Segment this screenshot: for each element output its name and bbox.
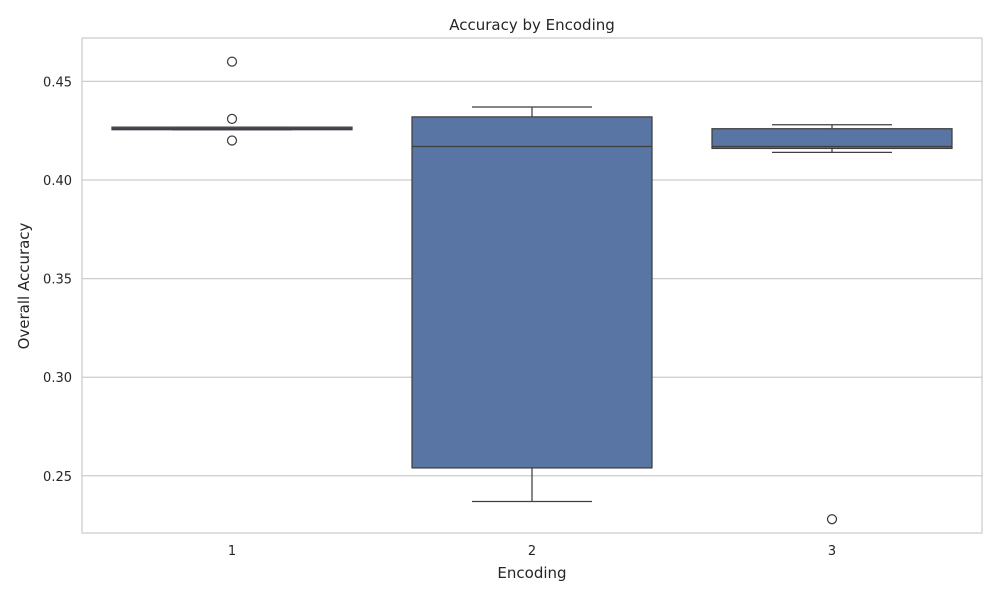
y-tick-label: 0.45 xyxy=(43,75,72,90)
y-axis-label: Overall Accuracy xyxy=(15,222,33,349)
x-tick-label: 3 xyxy=(828,544,836,559)
y-tick-label: 0.30 xyxy=(43,371,72,386)
box xyxy=(411,116,653,469)
x-tick-label: 1 xyxy=(228,544,236,559)
y-axis-ticks: 0.25 0.30 0.35 0.40 0.45 xyxy=(43,75,72,484)
outlier-point xyxy=(226,56,238,67)
outlier-point xyxy=(826,514,838,525)
box-group-3 xyxy=(711,124,953,525)
chart-title: Accuracy by Encoding xyxy=(449,16,615,34)
x-axis-ticks: 1 2 3 xyxy=(228,544,836,559)
y-tick-label: 0.40 xyxy=(43,174,72,189)
y-tick-label: 0.25 xyxy=(43,470,72,485)
outlier-point xyxy=(226,135,238,146)
plot-frame xyxy=(81,37,983,534)
box-series xyxy=(111,56,953,525)
box-group-1 xyxy=(111,56,353,146)
y-tick-label: 0.35 xyxy=(43,273,72,288)
box xyxy=(711,128,953,150)
x-tick-label: 2 xyxy=(528,544,536,559)
x-axis-label: Encoding xyxy=(497,564,566,582)
box-group-2 xyxy=(411,106,653,503)
outlier-point xyxy=(226,113,238,124)
